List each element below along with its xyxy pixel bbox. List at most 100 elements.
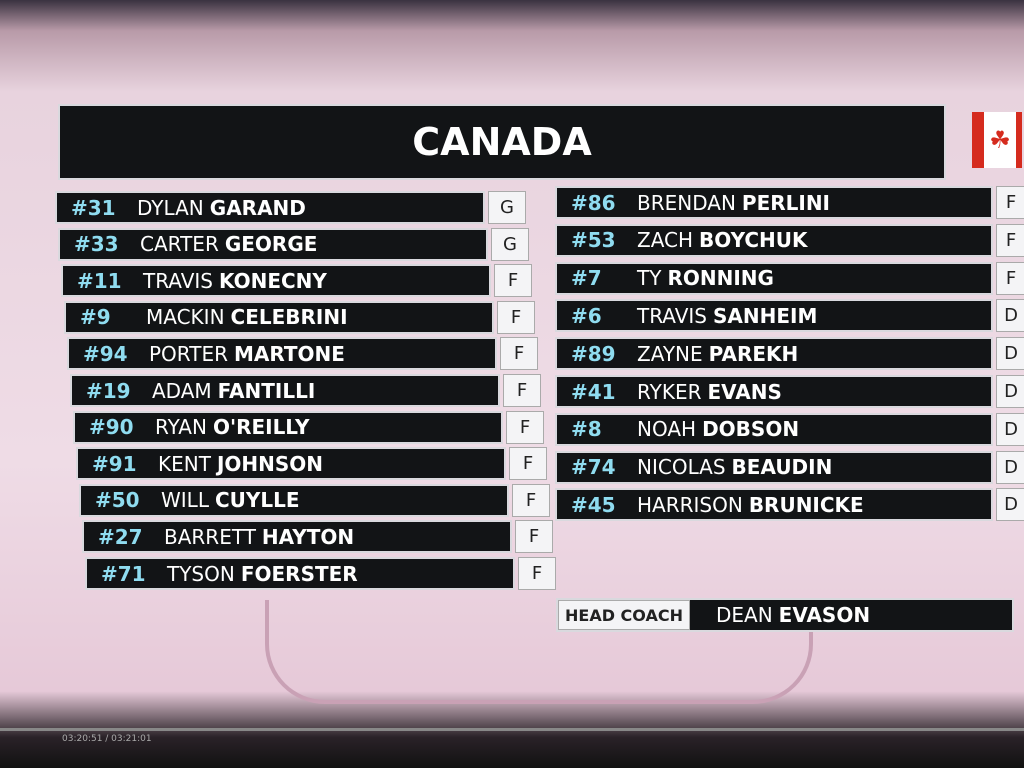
player-row: #19 ADAM FANTILLI (70, 374, 500, 407)
player-position: F (996, 223, 1024, 257)
player-first-name: CARTER (140, 232, 219, 257)
player-number: #8 (571, 417, 602, 442)
player-row: #41 RYKER EVANS (555, 375, 993, 408)
player-position: F (509, 447, 547, 481)
player-last-name: PAREKH (708, 341, 799, 366)
player-position: D (996, 299, 1024, 333)
title: CANADA (412, 120, 592, 164)
player-number: #71 (101, 561, 146, 586)
player-number: #19 (86, 378, 131, 403)
player-last-name: JOHNSON (216, 451, 324, 476)
player-first-name: RYAN (155, 415, 207, 440)
timestamp: 03:20:51 / 03:21:01 (62, 734, 152, 744)
player-row: #50 WILL CUYLLE (79, 483, 509, 517)
player-row: #33 CARTER GEORGE (58, 227, 488, 261)
player-first-name: ADAM (152, 378, 212, 403)
player-last-name: GARAND (209, 195, 306, 220)
player-first-name: MACKIN (146, 305, 225, 330)
player-last-name: CUYLLE (214, 488, 300, 513)
player-number: #9 (80, 305, 111, 330)
player-row: #27 BARRETT HAYTON (82, 520, 512, 554)
player-first-name: HARRISON (637, 492, 743, 517)
player-number: #74 (571, 455, 616, 480)
player-first-name: TY (637, 266, 662, 291)
player-position: D (996, 412, 1024, 446)
player-number: #89 (571, 341, 616, 366)
player-position: G (491, 227, 529, 261)
player-last-name: PERLINI (741, 190, 830, 215)
player-row: #71 TYSON FOERSTER (85, 557, 515, 590)
player-last-name: MARTONE (234, 341, 345, 366)
player-position: F (497, 300, 535, 334)
player-number: #91 (92, 451, 137, 476)
player-first-name: WILL (161, 488, 209, 513)
player-last-name: RONNING (667, 266, 774, 291)
player-last-name: EVANS (707, 379, 782, 404)
player-position: F (506, 410, 544, 444)
player-number: #86 (571, 190, 616, 215)
player-position: D (996, 337, 1024, 371)
player-number: #33 (74, 232, 119, 257)
player-position: D (996, 450, 1024, 484)
coach-bar: HEAD COACH DEAN EVASON (556, 598, 1014, 632)
player-position: D (996, 375, 1024, 408)
player-row: #91 KENT JOHNSON (76, 447, 506, 481)
player-position: F (503, 374, 541, 407)
player-first-name: RYKER (637, 379, 702, 404)
player-position: G (488, 191, 526, 224)
player-row: #74 NICOLAS BEAUDIN (555, 450, 993, 484)
player-first-name: BARRETT (164, 524, 256, 549)
player-row: #11 TRAVIS KONECNY (61, 264, 491, 298)
player-number: #41 (571, 379, 616, 404)
player-number: #7 (571, 266, 602, 291)
player-row: #86 BRENDAN PERLINI (555, 186, 993, 219)
player-row: #8 NOAH DOBSON (555, 412, 993, 446)
player-position: F (996, 261, 1024, 295)
player-position: F (500, 337, 538, 371)
flag: ☘ (972, 112, 1022, 168)
player-position: F (512, 483, 550, 517)
player-number: #94 (83, 341, 128, 366)
player-row: #53 ZACH BOYCHUK (555, 223, 993, 257)
player-row: #89 ZAYNE PAREKH (555, 337, 993, 371)
player-row: #94 PORTER MARTONE (67, 337, 497, 371)
ice-net (265, 600, 813, 704)
player-last-name: SANHEIM (712, 303, 818, 328)
player-first-name: BRENDAN (637, 190, 736, 215)
player-number: #6 (571, 303, 602, 328)
player-number: #53 (571, 228, 616, 253)
player-row: #7 TY RONNING (555, 261, 993, 295)
progress-bar (0, 728, 1024, 731)
player-row: #9 MACKIN CELEBRINI (64, 300, 494, 334)
coach-last: EVASON (778, 603, 871, 627)
player-row: #45 HARRISON BRUNICKE (555, 488, 993, 522)
player-first-name: ZAYNE (637, 341, 703, 366)
player-last-name: FOERSTER (240, 561, 358, 586)
player-last-name: BEAUDIN (731, 455, 833, 480)
player-first-name: DYLAN (137, 195, 204, 220)
player-last-name: GEORGE (224, 232, 318, 257)
player-position: F (494, 264, 532, 298)
player-first-name: ZACH (637, 228, 694, 253)
player-number: #11 (77, 268, 122, 293)
player-last-name: CELEBRINI (230, 305, 348, 330)
player-position: F (996, 186, 1024, 219)
coach-first: DEAN (715, 603, 773, 627)
player-row: #6 TRAVIS SANHEIM (555, 299, 993, 333)
player-first-name: TYSON (167, 561, 235, 586)
player-last-name: DOBSON (702, 417, 800, 442)
player-first-name: TRAVIS (637, 303, 707, 328)
player-number: #50 (95, 488, 140, 513)
player-last-name: HAYTON (261, 524, 355, 549)
player-first-name: NOAH (637, 417, 697, 442)
player-row: #31 DYLAN GARAND (55, 191, 485, 224)
title-bar: CANADA (58, 104, 946, 180)
player-first-name: KENT (158, 451, 211, 476)
player-position: F (515, 520, 553, 554)
player-last-name: O'REILLY (212, 415, 310, 440)
player-first-name: NICOLAS (637, 455, 726, 480)
player-position: D (996, 488, 1024, 522)
player-first-name: TRAVIS (143, 268, 213, 293)
coach-label: HEAD COACH (558, 600, 690, 630)
